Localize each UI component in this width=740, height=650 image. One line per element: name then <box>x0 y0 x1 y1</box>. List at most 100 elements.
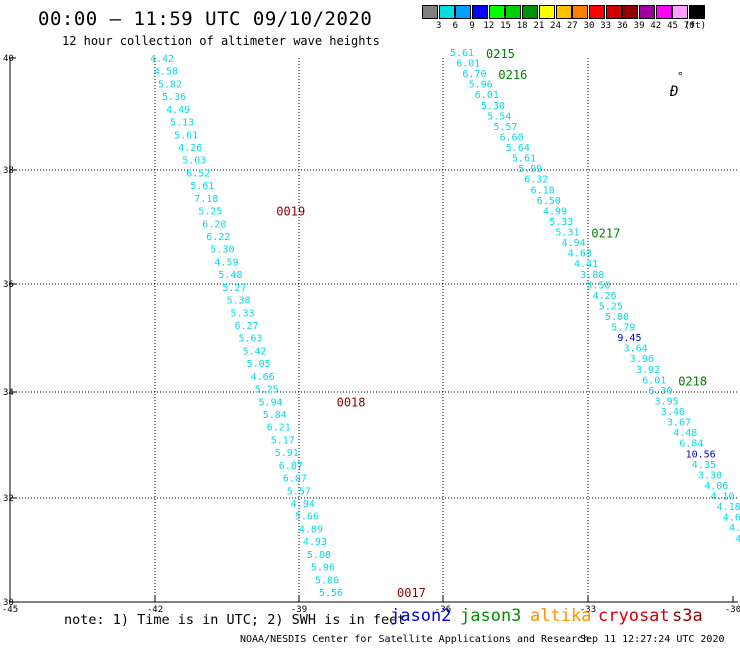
wave-height-label: 4.06 <box>704 481 728 492</box>
wave-height-label: 4.58 <box>154 67 178 78</box>
scale-label: 30 <box>583 21 595 31</box>
wave-height-label: 6.01 <box>475 90 499 101</box>
track-layer: 4.424.585.825.364.495.135.614.265.036.52… <box>150 47 740 600</box>
wave-height-label: 5.25 <box>599 301 623 312</box>
wave-height-label: 6.84 <box>679 439 703 450</box>
wave-height-label: 5.91 <box>275 448 299 459</box>
wave-height-label: 4.42 <box>150 54 174 65</box>
scale-label: 6 <box>452 21 459 31</box>
map-axes: -45 -42 -39 -36 -33 -30 40 38 36 34 32 30 <box>2 54 740 615</box>
pass-time-label: 0017 <box>397 586 426 600</box>
wave-height-label: 4.70 <box>729 523 740 534</box>
wave-height-label: 4.68 <box>723 513 740 524</box>
wave-height-label: 4.89 <box>299 524 323 535</box>
pass-time-label: 0216 <box>498 68 527 82</box>
wave-height-label: 5.96 <box>311 563 335 574</box>
wave-height-label: 6.01 <box>456 59 480 70</box>
scale-swatch <box>555 5 572 19</box>
scale-swatch <box>455 5 472 19</box>
wave-height-label: 4.41 <box>574 259 598 270</box>
wave-height-label: 3.95 <box>655 397 679 408</box>
pass-time-label: 0019 <box>276 205 305 219</box>
scale-label: 3 <box>435 21 442 31</box>
wave-height-label: 6.30 <box>648 386 672 397</box>
wave-height-label: 6.21 <box>267 423 291 434</box>
wave-height-label: 5.80 <box>605 312 629 323</box>
wave-height-label: 5.57 <box>493 122 517 133</box>
wave-height-label: 9.45 <box>617 333 641 344</box>
wave-height-label: 4.35 <box>692 460 716 471</box>
wave-height-label: 5.31 <box>555 228 579 239</box>
wave-height-label: 5.42 <box>243 346 267 357</box>
scale-label: 12 <box>483 21 495 31</box>
wave-height-label: 4.94 <box>291 499 315 510</box>
wave-height-label: 6.07 <box>283 474 307 485</box>
wave-height-label: 4.46 <box>735 534 740 545</box>
scale-label: 36 <box>616 21 628 31</box>
wave-height-label: 5.05 <box>247 359 271 370</box>
scale-label: (ft) <box>684 21 707 31</box>
wave-height-label: 6.32 <box>524 175 548 186</box>
wave-height-label: 5.66 <box>295 512 319 523</box>
wave-height-label: 4.26 <box>178 143 202 154</box>
wave-height-label: 3.92 <box>636 365 660 376</box>
satellite-legend-jason2: jason2 <box>390 606 452 626</box>
color-scale-labels: 3 6 9 12 15 18 21 24 27 30 33 36 39 42 45 70 (ft) <box>422 21 740 33</box>
wave-height-label: 6.60 <box>500 133 524 144</box>
scale-swatch <box>572 5 589 19</box>
wave-height-label: 5.36 <box>162 92 186 103</box>
wave-height-label: 5.61 <box>450 48 474 59</box>
scale-label: 15 <box>500 21 511 31</box>
scale-swatch <box>605 5 622 19</box>
scale-swatch <box>655 5 672 19</box>
wave-height-label: 3.88 <box>580 270 604 281</box>
lon-tick-label: -36 <box>435 605 451 615</box>
wave-height-label: 4.63 <box>568 249 592 260</box>
wave-height-label: 3.30 <box>698 470 722 481</box>
satellite-legend-cryosat: cryosat <box>598 606 670 626</box>
wave-height-label: 5.57 <box>287 486 311 497</box>
wave-height-label: 5.56 <box>319 588 343 599</box>
wave-height-label: 5.17 <box>271 435 295 446</box>
lon-tick-label: -42 <box>147 605 163 615</box>
wave-height-label: 7.18 <box>194 194 218 205</box>
wave-height-label: 5.38 <box>227 296 251 307</box>
scale-label: 33 <box>600 21 612 31</box>
wave-height-label: 5.63 <box>239 334 263 345</box>
wave-height-label: 5.25 <box>255 385 279 396</box>
wave-height-label: 6.70 <box>462 69 486 80</box>
wave-height-label: 4.48 <box>673 428 697 439</box>
footnote: note: 1) Time is in UTC; 2) SWH is in fe… <box>64 612 406 628</box>
lat-tick-label: 40 <box>3 54 14 64</box>
lon-tick-label: -39 <box>291 605 307 615</box>
pass-time-label: 0215 <box>486 47 515 61</box>
scale-swatch <box>438 5 455 19</box>
scale-label: 18 <box>516 21 528 31</box>
wave-height-label: 3.50 <box>586 280 610 291</box>
wave-height-color-scale <box>422 5 706 19</box>
track-jason3: 5.616.016.705.966.015.305.545.576.605.64… <box>450 47 740 545</box>
wave-height-label: 5.27 <box>222 283 246 294</box>
wave-height-label: 10.56 <box>686 449 716 460</box>
scale-label: 27 <box>566 21 578 31</box>
map-subtitle: 12 hour collection of altimeter wave hei… <box>62 34 380 48</box>
map-title: 00:00 – 11:59 UTC 09/10/2020 <box>38 8 373 30</box>
wave-height-label: 5.64 <box>506 143 530 154</box>
map-grid <box>10 58 738 602</box>
wave-height-label: 5.99 <box>518 164 542 175</box>
wave-height-label: 4.18 <box>717 502 740 513</box>
scale-swatch <box>522 5 539 19</box>
wave-height-label: 5.79 <box>611 323 635 334</box>
scale-swatch <box>472 5 489 19</box>
lon-tick-label: -33 <box>580 605 596 615</box>
scale-swatch <box>422 5 438 19</box>
scale-swatch <box>622 5 639 19</box>
scale-label: 45 <box>667 21 678 31</box>
wave-height-label: 5.13 <box>170 118 194 129</box>
scale-label: 42 <box>650 21 662 31</box>
scale-label: 39 <box>633 21 645 31</box>
wave-height-label: 5.82 <box>158 79 182 90</box>
wave-height-label: 4.66 <box>251 372 275 383</box>
wave-height-label: 3.96 <box>630 354 654 365</box>
